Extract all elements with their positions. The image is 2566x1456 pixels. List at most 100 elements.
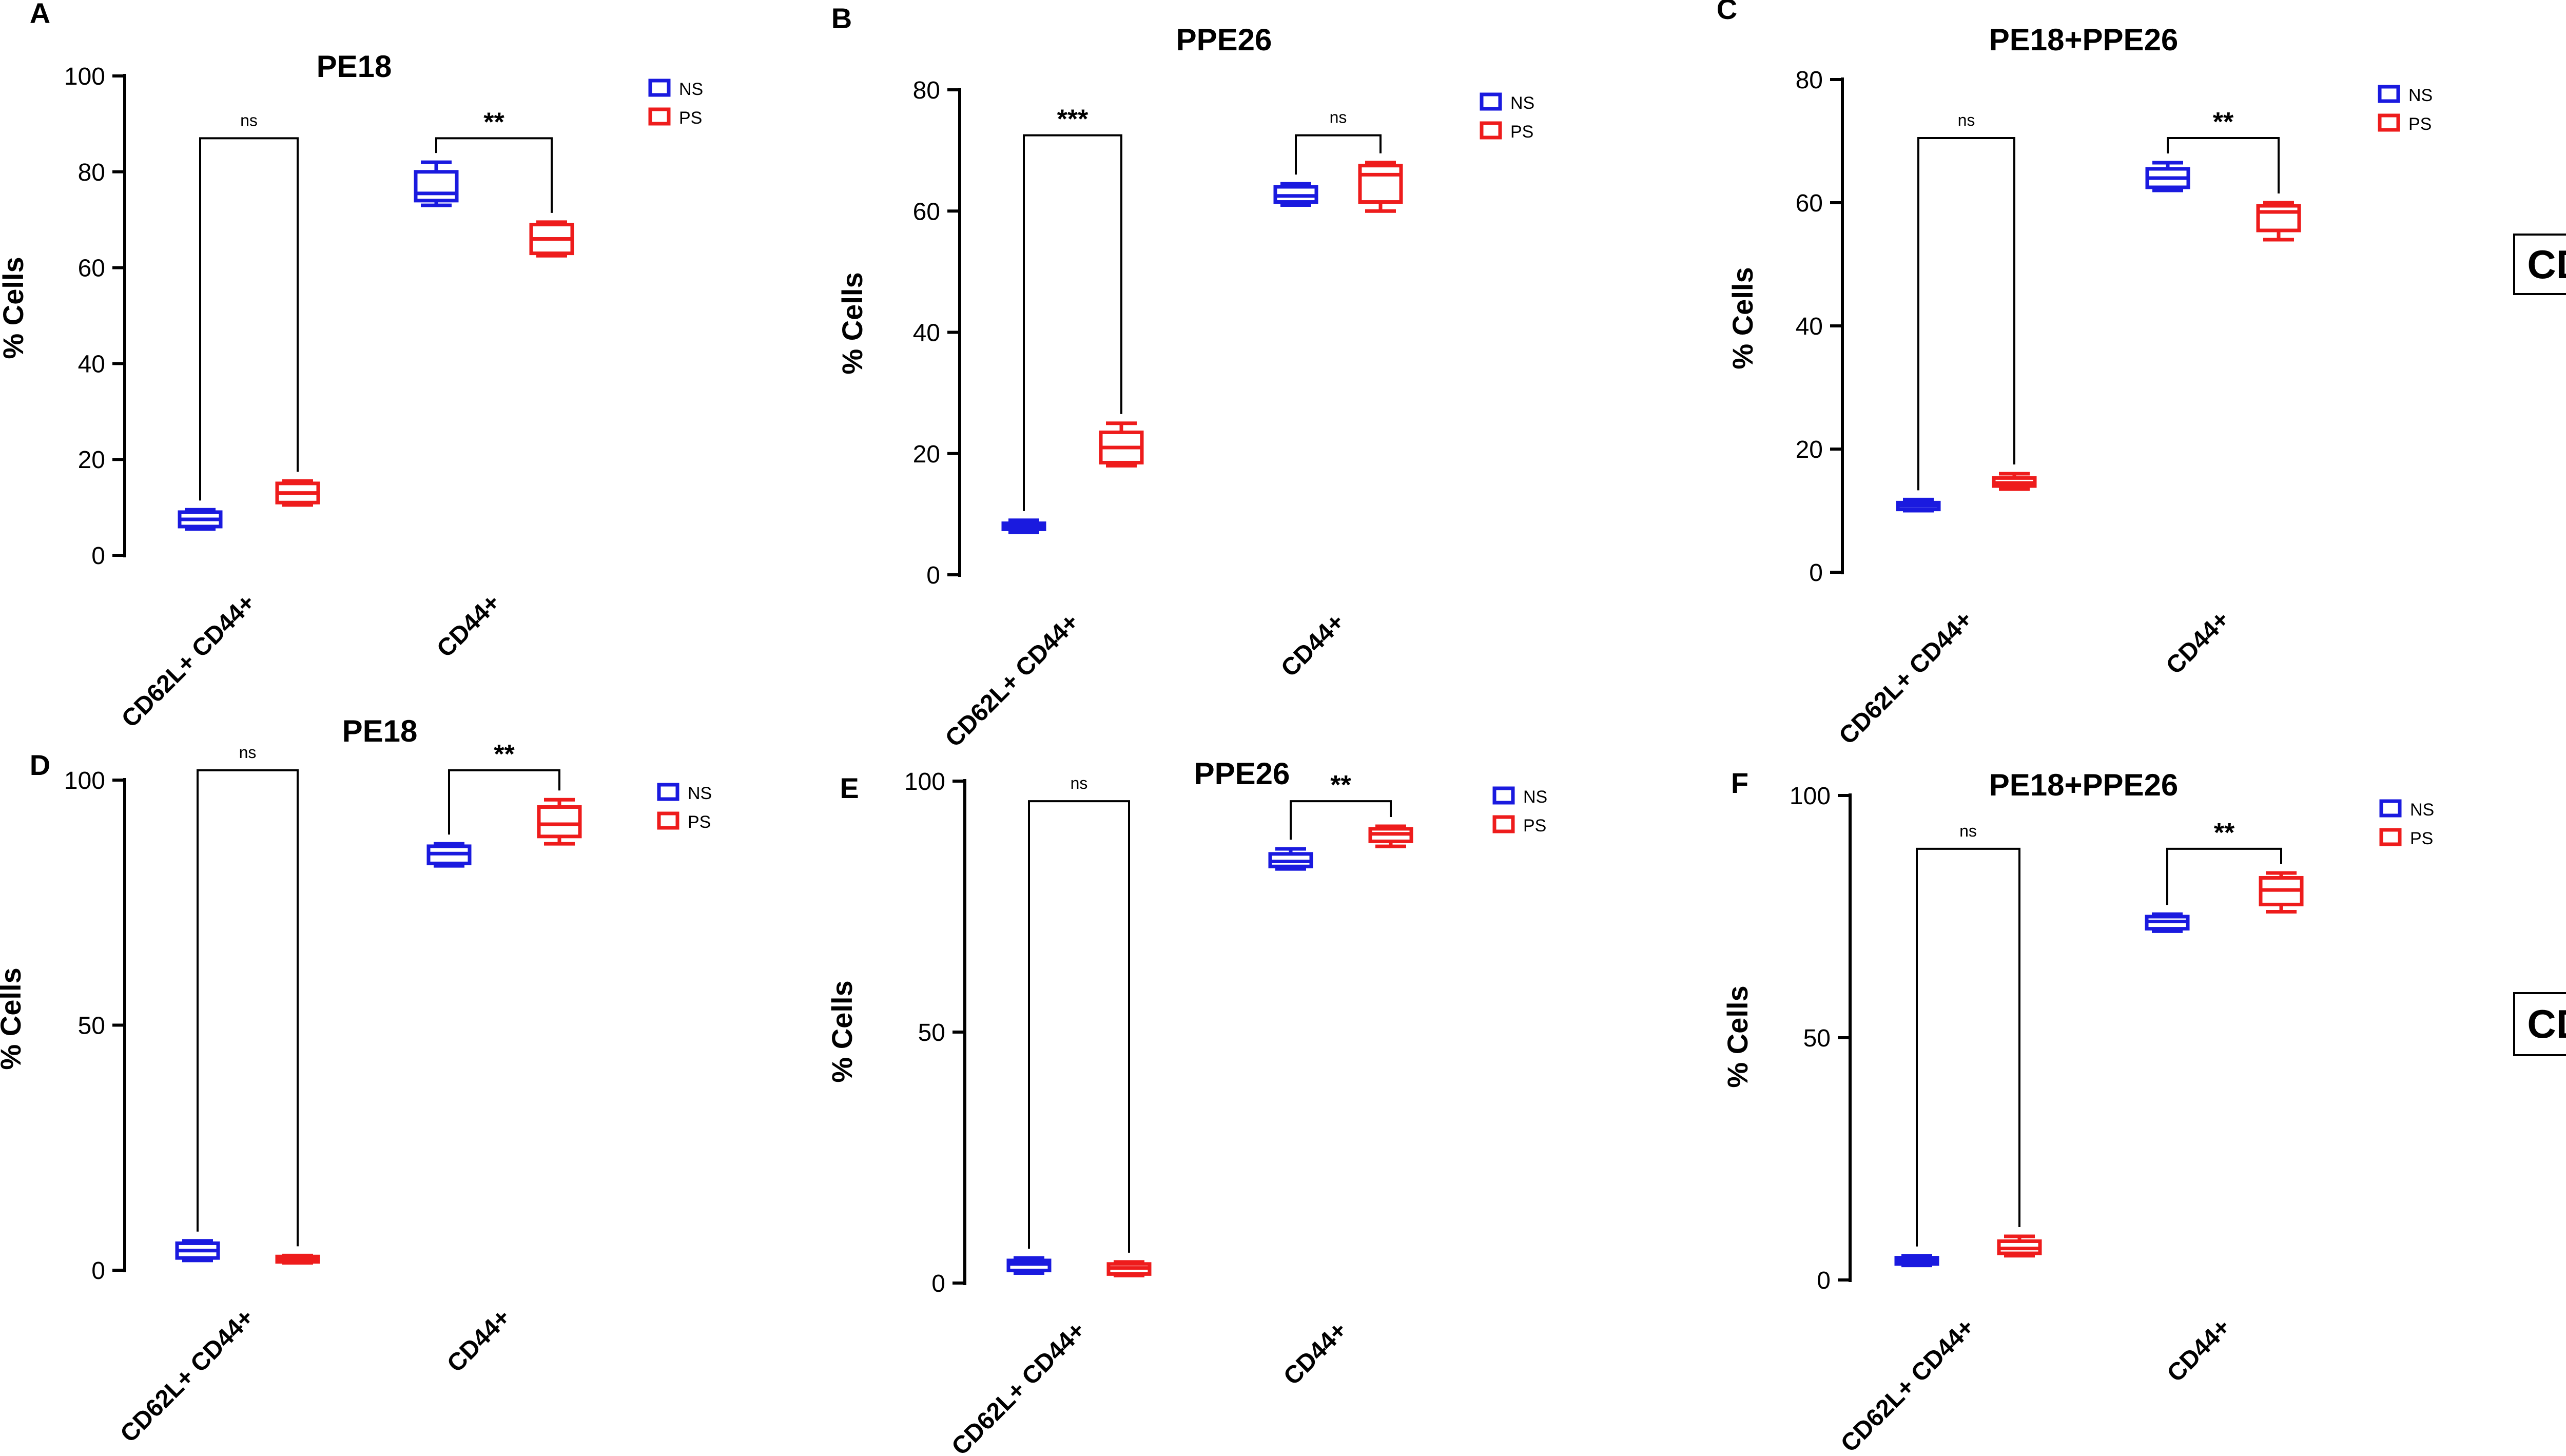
panel-f-letter: F [1731, 767, 1748, 799]
panel-b-ps-box-2 [1358, 164, 1403, 204]
panel-f-legend-swatch-ns [2379, 799, 2402, 818]
panel-b-category-label: CD62L+ CD44+ [940, 608, 1084, 752]
panel-a-legend-label-ns: NS [679, 80, 703, 99]
panel-e-legend-swatch-ns [1492, 786, 1515, 805]
panel-f-y-tick-label: 50 [1803, 1025, 1831, 1052]
panel-b-title: PPE26 [1176, 23, 1272, 57]
panel-c-category-label: CD62L+ CD44+ [1834, 606, 1978, 750]
panel-f-significance-bracket [1916, 847, 2020, 1247]
panel-b-legend-label-ns: NS [1510, 93, 1534, 113]
panel-e-significance-bracket [1028, 800, 1130, 1253]
panel-d-legend-label-ns: NS [688, 784, 712, 803]
panel-d-y-tick-label: 0 [91, 1257, 105, 1285]
panel-f-y-tick-label: 0 [1817, 1267, 1831, 1294]
panel-d-legend-swatch-ps [657, 811, 679, 830]
panel-e-legend-label-ns: NS [1523, 787, 1547, 807]
panel-b-significance-label: ns [1330, 108, 1347, 127]
panel-e-category-label: CD62L+ CD44+ [946, 1316, 1091, 1456]
panel-a-y-tick-label: 0 [91, 542, 105, 570]
panel-c-y-tick-label: 0 [1809, 559, 1823, 587]
panel-b-y-tick-label: 0 [926, 562, 940, 589]
panel-b-legend-swatch-ns [1480, 92, 1502, 111]
panel-c-legend-label-ns: NS [2408, 86, 2433, 105]
panel-a-legend-label-ps: PS [679, 108, 702, 128]
panel-a-ns-box-2 [414, 170, 459, 203]
panel-c-ps-box-2 [2256, 204, 2301, 232]
panel-b-y-tick-label: 20 [913, 441, 940, 468]
panel-f-significance-label: ns [1959, 822, 1977, 840]
panel-c-legend-swatch-ns [2378, 85, 2400, 103]
panel-c-significance-label: ns [1958, 111, 1975, 129]
panel-c-y-tick-label: 80 [1796, 67, 1823, 94]
panel-a-category-label: CD44+ [432, 589, 506, 663]
panel-b-legend-swatch-ps [1480, 121, 1502, 140]
panel-f-significance-label: ** [2214, 818, 2235, 848]
panel-b-y-tick-label: 40 [913, 320, 940, 347]
panel-b-significance-bracket [1023, 134, 1122, 511]
panel-f-legend-label-ns: NS [2410, 800, 2434, 820]
panel-d-y-tick-label: 100 [64, 767, 105, 794]
panel-f-legend-label-ps: PS [2410, 829, 2433, 848]
panel-a-significance-bracket [435, 137, 553, 213]
panel-f-category-label: CD44+ [2162, 1313, 2236, 1387]
panel-a-y-tick-label: 40 [78, 351, 105, 378]
panel-e-title: PPE26 [1194, 756, 1290, 791]
panel-d-category-label: CD62L+ CD44+ [115, 1304, 259, 1448]
panel-a-legend-swatch-ps [648, 107, 671, 126]
panel-d-significance-bracket [197, 769, 299, 1247]
panel-b-y-axis-label: % Cells [836, 272, 868, 374]
panel-c-title: PE18+PPE26 [1989, 23, 2179, 57]
panel-f-category-label: CD62L+ CD44+ [1836, 1313, 1980, 1456]
panel-d-y-tick-label: 50 [78, 1013, 105, 1040]
panel-d-letter: D [30, 749, 50, 781]
panel-c-y-tick-label: 20 [1796, 436, 1823, 463]
panel-c-y-axis-label: % Cells [1726, 267, 1759, 369]
panel-d-legend-label-ps: PS [688, 812, 711, 832]
panel-a-letter: A [30, 0, 50, 29]
panel-e-significance-label: ** [1330, 770, 1351, 800]
panel-d-y-axis-label: % Cells [0, 967, 27, 1070]
panel-f-significance-bracket [2166, 847, 2282, 905]
panel-d-title: PE18 [342, 714, 418, 748]
panel-f-y-axis-label: % Cells [1721, 985, 1754, 1088]
panel-a-significance-bracket [199, 137, 299, 501]
panel-e-legend-swatch-ps [1492, 815, 1515, 833]
panel-b-letter: B [831, 2, 852, 34]
cd4-side-label: CD 4+ [2513, 234, 2566, 295]
panel-a-significance-label: ns [240, 111, 258, 129]
panel-a-y-tick-label: 20 [78, 446, 105, 474]
panel-b-significance-bracket [1295, 134, 1382, 175]
panel-b-y-tick-label: 80 [913, 77, 940, 104]
panel-f-legend-swatch-ps [2379, 828, 2402, 846]
panel-a-significance-label: ** [483, 107, 504, 137]
panel-c-y-tick-label: 40 [1796, 313, 1823, 340]
panel-b-category-label: CD44+ [1276, 608, 1350, 682]
panel-c-legend-label-ps: PS [2408, 114, 2432, 134]
panel-d-significance-label: ** [494, 740, 515, 769]
panel-a-category-label: CD62L+ CD44+ [116, 589, 261, 733]
panel-f-title: PE18+PPE26 [1989, 768, 2179, 802]
panel-c-legend-swatch-ps [2378, 113, 2400, 132]
panel-e-significance-label: ns [1071, 774, 1088, 792]
panel-e-y-tick-label: 50 [918, 1019, 945, 1046]
panel-e-letter: E [840, 772, 859, 804]
panel-d-category-label: CD44+ [442, 1304, 516, 1377]
panel-a-title: PE18 [317, 49, 392, 84]
panel-f-y-tick-label: 100 [1790, 783, 1831, 810]
panel-e-y-axis-label: % Cells [826, 980, 858, 1082]
panel-b-legend-label-ps: PS [1510, 122, 1533, 142]
panel-c-y-tick-label: 60 [1796, 190, 1823, 217]
panel-e-significance-bracket [1290, 800, 1392, 840]
cd8-side-label: CD 8+ [2513, 992, 2566, 1056]
panel-c-significance-label: ** [2213, 107, 2234, 137]
panel-d-significance-label: ns [239, 743, 257, 762]
panel-e-legend-label-ps: PS [1523, 816, 1546, 836]
panel-d-legend-swatch-ns [657, 783, 679, 801]
panel-e-y-tick-label: 0 [931, 1270, 945, 1297]
panel-a-y-tick-label: 80 [78, 159, 105, 186]
panel-c-category-label: CD44+ [2161, 606, 2235, 680]
panel-a-y-axis-label: % Cells [0, 257, 29, 359]
panel-c-letter: C [1717, 0, 1737, 25]
panel-c-significance-bracket [2167, 137, 2280, 193]
panel-c-significance-bracket [1917, 137, 2015, 491]
